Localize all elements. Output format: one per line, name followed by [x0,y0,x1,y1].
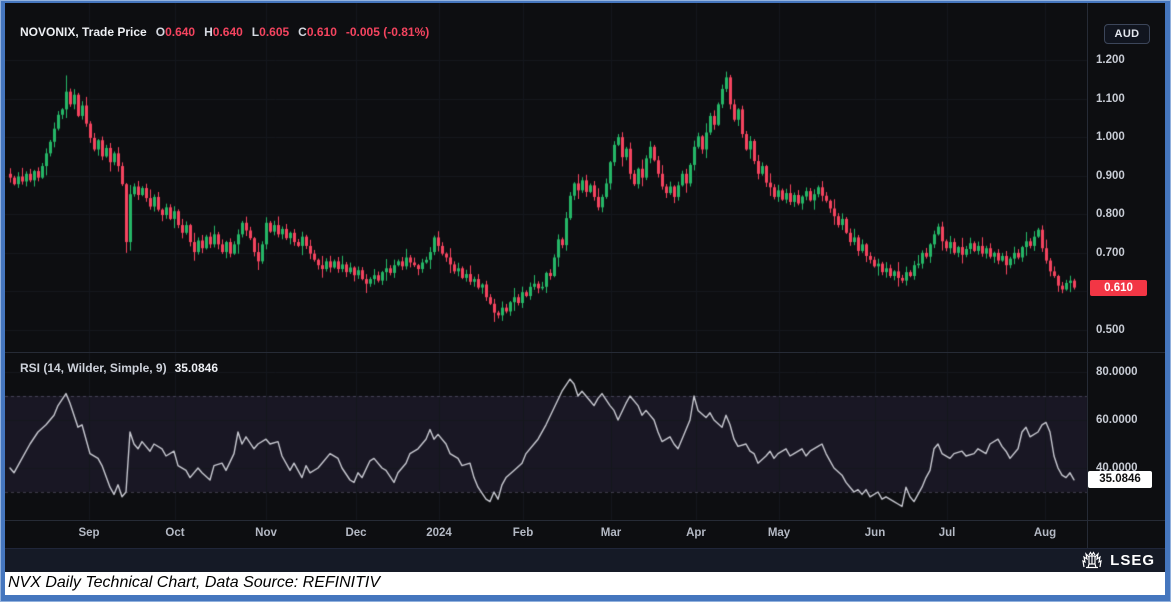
lseg-text: LSEG [1110,551,1155,569]
lseg-logo: LSEG [1080,551,1155,569]
price-tick-label: 0.700 [1096,246,1125,259]
close-label: C [298,25,307,39]
rsi-value-badge: 35.0846 [1088,471,1152,488]
time-tick-label: Dec [345,527,367,539]
caption-strip: NVX Daily Technical Chart, Data Source: … [5,572,1165,595]
time-tick-label: Nov [255,527,277,539]
chart-panel: NOVONIX, Trade Price O0.640 H0.640 L0.605 C0… [5,3,1165,572]
price-tick-label: 0.900 [1096,169,1125,182]
price-tick-label: 0.500 [1096,323,1125,336]
symbol-name: NOVONIX, Trade Price [20,25,147,39]
currency-badge: AUD [1104,24,1150,44]
bottom-band: LSEG [5,548,1165,572]
time-tick-label: Jun [864,527,886,539]
time-tick-label: 2024 [426,527,452,539]
price-tick-label: 1.100 [1096,92,1125,105]
price-tick-label: 1.200 [1096,54,1125,66]
low-label: L [251,25,260,39]
time-tick-label: Oct [165,527,185,539]
time-tick-label: Jul [938,527,956,539]
time-axis-divider [5,520,1165,521]
close-value: 0.610 [306,25,337,39]
time-tick-label: May [767,527,791,539]
lseg-crest-icon [1082,551,1102,569]
time-tick-label: Apr [686,527,706,539]
price-tick-label: 0.800 [1096,208,1125,221]
pane-divider[interactable] [5,352,1165,353]
symbol-legend: NOVONIX, Trade Price O0.640 H0.640 L0.605 C0… [20,25,429,39]
rsi-tick-label: 60.0000 [1096,414,1138,426]
rsi-value: 35.0846 [174,361,218,375]
open-label: O [155,25,166,39]
caption-text: NVX Daily Technical Chart, Data Source: … [8,574,380,591]
price-rsi-chart-canvas[interactable] [5,3,1165,572]
price-tick-label: 1.000 [1096,131,1125,144]
time-tick-label: Mar [600,527,622,539]
change-value: -0.005 (-0.81%) [345,25,430,39]
high-label: H [204,25,213,39]
rsi-legend: RSI (14, Wilder, Simple, 9) 35.0846 [20,361,218,375]
time-tick-label: Feb [512,527,534,539]
price-axis-divider [1087,3,1088,548]
last-price-badge: 0.610 [1090,280,1147,296]
time-tick-label: Sep [78,527,100,539]
rsi-tick-label: 80.0000 [1096,366,1138,378]
rsi-label: RSI (14, Wilder, Simple, 9) [20,361,167,375]
open-value: 0.640 [165,25,196,39]
time-tick-label: Aug [1033,527,1057,539]
low-value: 0.605 [259,25,290,39]
high-value: 0.640 [212,25,243,39]
